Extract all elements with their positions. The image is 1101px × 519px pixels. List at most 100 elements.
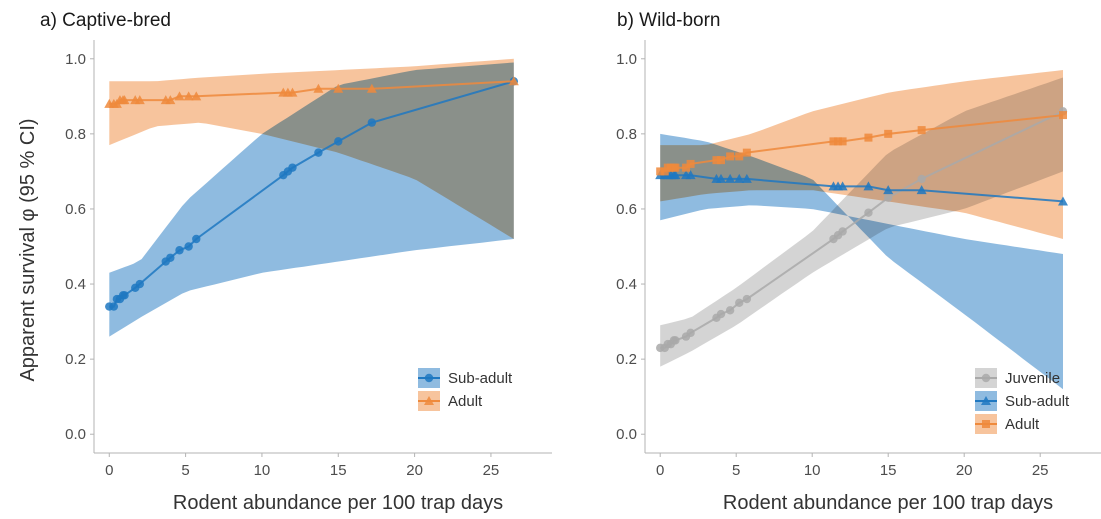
data-point-adult	[656, 167, 665, 176]
legend-marker-sub-adult	[981, 396, 991, 405]
data-point-sub-adult	[120, 291, 129, 300]
x-tick-label: 5	[181, 462, 189, 479]
legend-marker-adult	[982, 420, 990, 428]
legend-label-sub-adult: Sub-adult	[448, 370, 513, 387]
data-point-sub-adult	[725, 173, 736, 183]
x-tick-label: 20	[406, 462, 423, 479]
y-tick-label: 1.0	[616, 51, 637, 68]
data-point-adult	[864, 133, 873, 142]
legend-label-adult: Adult	[1005, 416, 1040, 433]
data-point-adult	[726, 152, 735, 161]
x-axis-label: Rodent abundance per 100 trap days	[723, 492, 1053, 514]
data-point-juvenile	[917, 174, 926, 184]
x-tick-label: 0	[656, 462, 664, 479]
data-point-juvenile	[725, 306, 735, 315]
ci-ribbon-adult	[109, 58, 514, 239]
data-point-adult	[287, 87, 298, 97]
data-point-juvenile	[686, 328, 695, 338]
x-axis-label: Rodent abundance per 100 trap days	[173, 492, 503, 514]
x-tick-label: 20	[956, 462, 973, 479]
data-point-sub-adult	[734, 173, 745, 183]
data-point-adult	[165, 95, 176, 105]
data-point-adult	[671, 163, 680, 172]
x-tick-label: 25	[1032, 462, 1049, 479]
legend-label-adult: Adult	[448, 393, 483, 410]
data-point-juvenile	[716, 309, 726, 319]
data-point-adult	[191, 91, 202, 101]
data-point-adult	[742, 148, 751, 157]
data-point-adult	[834, 137, 843, 146]
data-point-sub-adult	[314, 148, 323, 157]
y-tick-label: 0.4	[616, 276, 637, 293]
legend-label-juvenile: Juvenile	[1005, 370, 1060, 387]
legend-label-sub-adult: Sub-adult	[1005, 393, 1070, 410]
data-point-adult	[717, 156, 725, 165]
data-point-sub-adult	[166, 253, 175, 262]
data-point-adult	[508, 76, 519, 86]
data-point-adult	[366, 83, 377, 93]
panel-title: b) Wild-born	[617, 10, 720, 31]
y-tick-label: 0.2	[65, 351, 86, 368]
x-tick-label: 25	[483, 462, 500, 479]
ci-ribbon-adult	[660, 70, 1063, 239]
data-point-sub-adult	[716, 173, 726, 183]
data-point-adult	[682, 163, 691, 172]
data-point-adult	[712, 156, 721, 165]
data-point-adult	[119, 95, 130, 105]
data-point-sub-adult	[685, 170, 696, 180]
data-point-sub-adult	[1058, 196, 1068, 206]
data-point-adult	[829, 137, 838, 146]
panel-wild-born: b) Wild-born 0.0 0.2 0.4 0.6 0.8 1.0 0 5 10 15 20 25…	[616, 10, 1101, 514]
x-tick-label: 15	[880, 462, 897, 479]
data-point-adult	[686, 159, 695, 168]
panel-captive-bred: a) Captive-bred 0.0 0.2 0.4 0.6 0.8 1.0 0 5 10 15 2…	[40, 10, 552, 514]
data-point-sub-adult	[192, 234, 201, 244]
data-point-sub-adult	[288, 163, 297, 172]
data-point-sub-adult	[741, 173, 752, 183]
data-point-adult	[333, 83, 344, 93]
data-point-sub-adult	[184, 242, 193, 251]
data-point-sub-adult	[837, 181, 848, 191]
x-tick-label: 5	[732, 462, 740, 479]
data-point-juvenile	[884, 193, 893, 202]
data-point-adult	[1059, 111, 1067, 120]
y-axis-label: Apparent survival φ (95 % CI)	[17, 118, 39, 381]
y-tick-label: 0.6	[616, 201, 637, 218]
data-point-juvenile	[838, 227, 847, 236]
data-point-adult	[838, 137, 847, 146]
data-point-sub-adult	[334, 137, 343, 146]
y-tick-label: 0.0	[65, 426, 86, 443]
ci-ribbon-sub-adult	[660, 133, 1063, 390]
y-tick-label: 0.2	[616, 351, 637, 368]
data-point-sub-adult	[109, 302, 119, 311]
x-tick-label: 15	[330, 462, 347, 479]
legend-marker-sub-adult	[424, 373, 434, 383]
data-point-adult	[735, 152, 744, 161]
legend-marker-adult	[424, 396, 434, 405]
y-tick-label: 1.0	[65, 51, 86, 68]
data-point-juvenile	[735, 298, 744, 308]
data-point-adult	[174, 91, 185, 101]
y-tick-label: 0.8	[65, 126, 86, 143]
x-tick-label: 10	[804, 462, 821, 479]
data-point-sub-adult	[367, 118, 377, 127]
data-point-sub-adult	[863, 181, 874, 191]
data-point-sub-adult	[883, 185, 894, 195]
y-tick-label: 0.0	[616, 426, 637, 443]
legend-marker-juvenile	[981, 373, 991, 383]
y-tick-label: 0.4	[65, 276, 86, 293]
data-point-juvenile	[742, 294, 752, 304]
data-point-adult	[884, 129, 893, 138]
data-point-sub-adult	[916, 185, 927, 195]
y-tick-label: 0.6	[65, 201, 86, 218]
data-point-adult	[134, 95, 145, 105]
data-point-adult	[917, 126, 926, 135]
data-point-juvenile	[864, 208, 873, 217]
data-point-adult	[183, 91, 194, 101]
data-point-adult	[313, 83, 324, 93]
y-tick-label: 0.8	[616, 126, 637, 143]
data-point-juvenile	[671, 336, 680, 345]
x-tick-label: 10	[254, 462, 271, 479]
data-point-sub-adult	[175, 246, 184, 255]
